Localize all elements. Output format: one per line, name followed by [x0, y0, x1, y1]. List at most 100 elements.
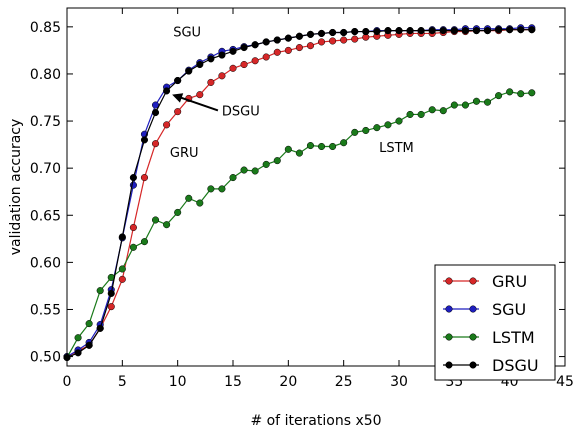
series-layer [63, 24, 536, 362]
data-point-dsgu [329, 28, 337, 37]
data-point-dsgu [395, 27, 403, 35]
data-point-dsgu [74, 349, 82, 357]
data-point-gru [295, 44, 303, 52]
y-tick-label: 0.60 [30, 255, 61, 271]
data-point-dsgu [317, 29, 326, 37]
data-point-dsgu [472, 27, 481, 35]
data-point-dsgu [185, 67, 193, 75]
data-point-dsgu [495, 26, 503, 34]
annotation-sgu: SGU [173, 25, 201, 40]
y-tick-label: 0.75 [30, 114, 61, 130]
data-point-lstm [174, 208, 182, 216]
data-point-gru [273, 48, 281, 56]
data-point-dsgu [85, 341, 93, 349]
data-point-dsgu [373, 28, 381, 36]
x-tick-label: 5 [118, 374, 127, 390]
data-point-gru [329, 37, 337, 45]
legend-marker-gru [445, 277, 453, 285]
x-tick-label: 15 [224, 374, 242, 390]
data-point-lstm [517, 90, 525, 98]
data-point-dsgu [262, 38, 270, 46]
data-point-lstm [151, 216, 160, 224]
data-point-dsgu [240, 44, 248, 52]
data-point-dsgu [362, 28, 370, 36]
data-point-lstm [240, 166, 248, 174]
legend-marker-sgu [445, 305, 453, 313]
data-point-dsgu [483, 27, 492, 35]
data-point-lstm [406, 110, 414, 119]
annotation-arrow-head [172, 93, 184, 103]
data-point-lstm [118, 265, 126, 273]
data-point-dsgu [340, 28, 348, 37]
data-point-dsgu [118, 233, 126, 241]
legend-marker-lstm [445, 333, 453, 341]
data-point-dsgu [406, 27, 414, 35]
data-point-dsgu [207, 55, 215, 63]
y-tick-label: 0.55 [30, 302, 61, 318]
data-point-lstm [74, 334, 82, 342]
data-point-dsgu [384, 27, 392, 35]
data-point-lstm [373, 124, 381, 132]
x-tick-label: 0 [63, 374, 72, 390]
legend-marker-sgu [469, 305, 477, 313]
data-point-lstm [351, 128, 359, 136]
data-point-lstm [262, 160, 270, 168]
data-point-dsgu [218, 51, 226, 59]
data-point-lstm [428, 106, 436, 114]
data-point-dsgu [461, 27, 469, 35]
data-point-lstm [129, 243, 137, 251]
data-point-dsgu [251, 41, 259, 49]
legend-label-dsgu: DSGU [492, 356, 539, 375]
annotation-dsgu: DSGU [222, 104, 260, 119]
data-point-gru [174, 108, 182, 116]
data-point-dsgu [151, 109, 160, 117]
data-point-gru [262, 53, 270, 61]
data-point-gru [317, 38, 326, 46]
plot-frame [66, 7, 566, 367]
legend-marker-dsgu [445, 361, 453, 369]
data-point-gru [251, 57, 259, 65]
data-point-lstm [85, 320, 93, 328]
data-point-gru [240, 60, 248, 69]
legend-label-gru: GRU [492, 272, 527, 291]
data-point-gru [340, 36, 348, 44]
data-point-gru [306, 42, 315, 50]
annotation-lstm: LSTM [379, 141, 414, 156]
data-point-lstm [317, 142, 326, 151]
data-point-gru [229, 64, 237, 72]
y-tick-label: 0.65 [30, 208, 61, 224]
series-lstm [63, 88, 536, 362]
data-point-dsgu [229, 47, 237, 55]
data-point-lstm [472, 97, 481, 105]
data-point-dsgu [306, 30, 315, 38]
data-point-gru [140, 174, 149, 182]
y-tick-label: 0.80 [30, 67, 61, 83]
data-point-lstm [461, 101, 469, 109]
data-point-gru [218, 72, 226, 80]
data-point-dsgu [428, 27, 436, 35]
data-point-dsgu [517, 26, 525, 34]
data-point-dsgu [96, 324, 104, 332]
data-point-lstm [229, 174, 237, 182]
data-point-dsgu [450, 27, 458, 35]
series-dsgu [63, 26, 536, 362]
data-point-lstm [306, 141, 315, 150]
data-point-lstm [207, 185, 215, 193]
data-point-dsgu [129, 174, 137, 182]
x-tick-label: 25 [335, 374, 353, 390]
data-point-lstm [251, 167, 259, 175]
data-point-dsgu [196, 60, 204, 69]
data-point-dsgu [439, 27, 447, 35]
legend-box [434, 264, 556, 381]
y-axis-label: validation accuracy [8, 119, 24, 256]
data-point-dsgu [417, 27, 425, 35]
x-tick-label: 30 [390, 374, 408, 390]
data-point-gru [118, 275, 126, 283]
annotation-arrow-shaft [177, 95, 219, 112]
legend-label-lstm: LSTM [492, 328, 535, 347]
data-point-lstm [417, 110, 425, 119]
data-point-dsgu [140, 136, 149, 144]
data-point-lstm [384, 121, 392, 129]
data-point-dsgu [174, 76, 182, 85]
